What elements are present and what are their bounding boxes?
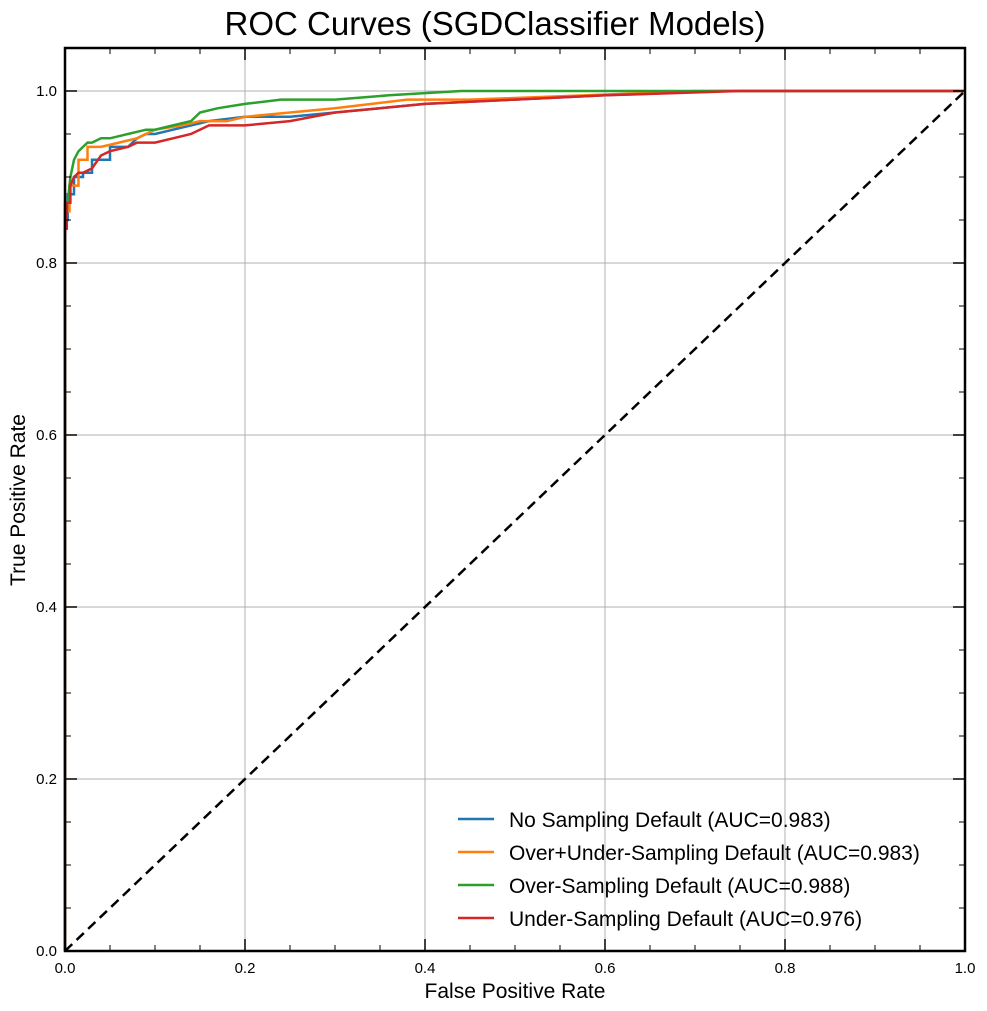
legend-label-no-sampling-default: No Sampling Default (AUC=0.983) xyxy=(509,809,831,832)
legend-label-under-sampling-default: Under-Sampling Default (AUC=0.976) xyxy=(509,908,862,931)
y-tick-label: 0.8 xyxy=(36,255,57,272)
roc-curve-over-sampling-default xyxy=(63,89,965,951)
legend: No Sampling Default (AUC=0.983) Over+Unde… xyxy=(458,809,920,931)
x-tick-label: 0.0 xyxy=(55,960,76,977)
y-axis-label: True Positive Rate xyxy=(7,414,30,586)
legend-label-over-under-sampling-default: Over+Under-Sampling Default (AUC=0.983) xyxy=(509,842,920,865)
roc-curve-under-sampling-default xyxy=(63,89,965,951)
x-tick-label: 0.2 xyxy=(235,960,256,977)
x-tick-label: 1.0 xyxy=(955,960,976,977)
y-tick-label: 1.0 xyxy=(36,83,57,100)
y-tick-label: 0.2 xyxy=(36,771,57,788)
y-tick-label: 0.6 xyxy=(36,427,57,444)
series-layer xyxy=(63,89,965,951)
y-tick-label: 0.0 xyxy=(36,943,57,960)
x-tick-label: 0.8 xyxy=(775,960,796,977)
x-tick-label: 0.6 xyxy=(595,960,616,977)
chart-title: ROC Curves (SGDClassifier Models) xyxy=(225,5,766,42)
x-axis-label: False Positive Rate xyxy=(425,980,606,1003)
axis-ticks: 0.00.0 0.2 0.2 0.4 0.4 0.6 0.6 0.8 0.8 1.0 1.0 xyxy=(36,48,975,977)
legend-label-over-sampling-default: Over-Sampling Default (AUC=0.988) xyxy=(509,875,850,898)
x-tick-label: 0.4 xyxy=(415,960,436,977)
y-tick-label: 0.4 xyxy=(36,599,57,616)
